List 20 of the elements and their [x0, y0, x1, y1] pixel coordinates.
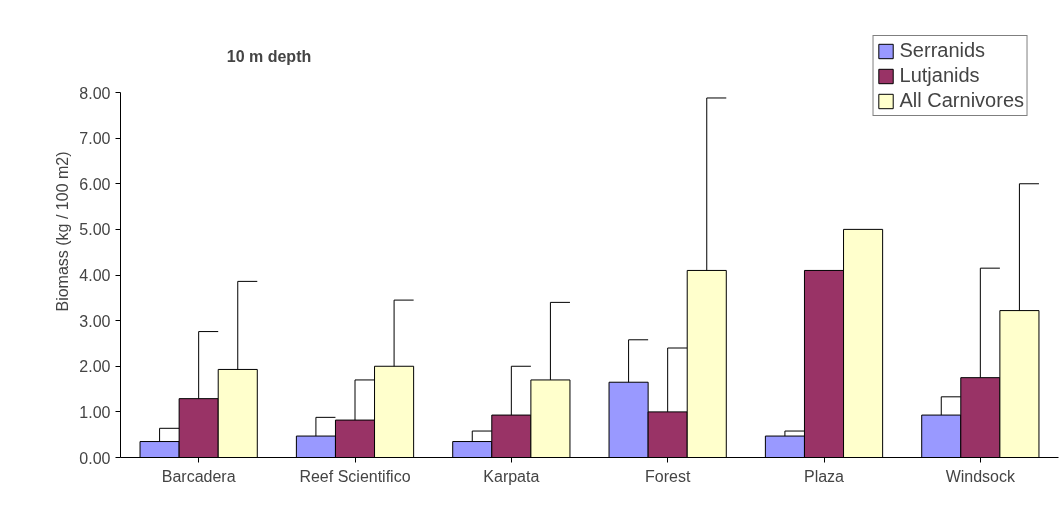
y-tick-label: 3.00: [79, 312, 111, 330]
y-tick-label: 7.00: [79, 130, 111, 148]
y-tick-label: 8.00: [79, 84, 111, 102]
y-tick-label: 2.00: [79, 358, 111, 376]
legend-label: Lutjanids: [899, 64, 980, 87]
x-tick-label: Reef Scientifico: [299, 467, 411, 485]
x-tick-label: Karpata: [483, 467, 540, 485]
chart-title: 10 m depth: [226, 47, 312, 65]
x-tick-label: Plaza: [803, 467, 845, 485]
y-tick-label: 4.00: [79, 267, 111, 284]
x-tick-label: Windsock: [945, 467, 1017, 485]
legend-label: Serranids: [899, 39, 986, 62]
x-tick-label: Barcadera: [161, 467, 236, 485]
y-tick-label: 1.00: [79, 403, 111, 421]
x-tick-label: Forest: [644, 467, 691, 485]
y-tick-label: 6.00: [79, 175, 111, 193]
y-axis-title: Biomass (kg / 100 m2): [54, 151, 72, 312]
legend-label: All Carnivores: [899, 89, 1024, 112]
y-tick-label: 5.00: [79, 221, 111, 239]
y-tick-label: 0.00: [79, 449, 111, 467]
